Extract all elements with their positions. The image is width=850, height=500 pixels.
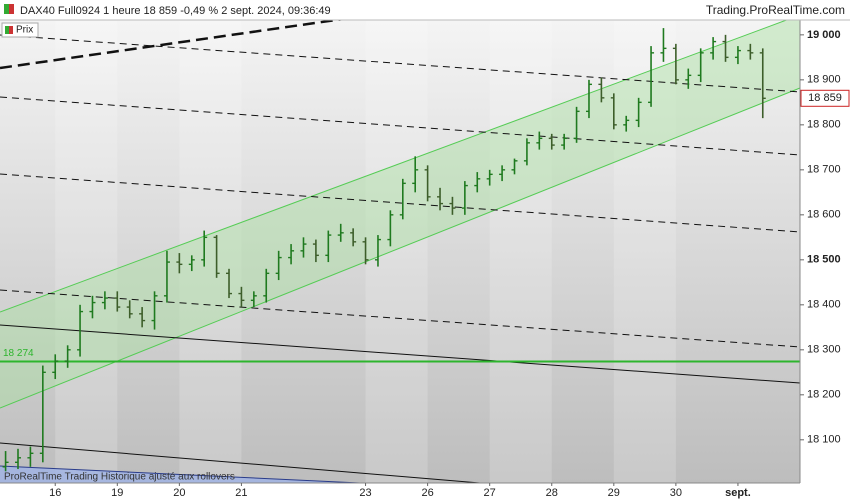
channel-fill <box>0 15 800 408</box>
last-price-box <box>800 89 850 107</box>
dashed-line <box>0 34 801 93</box>
y-tick-label: 18 800 <box>807 119 841 131</box>
x-tick-label: 23 <box>359 487 371 499</box>
x-axis <box>0 483 850 500</box>
dashed-lines <box>0 34 801 348</box>
legend-swatch <box>9 26 13 34</box>
dashed-line <box>0 96 801 156</box>
x-tick-label: 16 <box>49 487 61 499</box>
channel-top <box>0 14 801 313</box>
y-tick-label: 18 100 <box>807 434 841 446</box>
x-tick-label: 29 <box>608 487 620 499</box>
y-tick-label: 18 600 <box>807 209 841 221</box>
y-tick-label: 19 000 <box>807 29 841 41</box>
y-tick-label: 18 200 <box>807 389 841 401</box>
day-bands <box>55 20 676 483</box>
x-tick-label: 30 <box>670 487 682 499</box>
ticker-icon <box>9 4 14 14</box>
y-tick-label: 18 500 <box>807 254 841 266</box>
y-tick-label: 18 300 <box>807 344 841 356</box>
dashed-line <box>0 173 801 233</box>
dashed-line <box>0 289 801 348</box>
y-tick-label: 18 700 <box>807 164 841 176</box>
plot-background <box>0 20 800 483</box>
day-band <box>55 20 118 483</box>
trend-line <box>0 324 801 384</box>
channel-bottom <box>0 87 801 409</box>
header <box>0 0 850 20</box>
thick-dashed-line <box>0 16 351 70</box>
legend-label: Prix <box>16 25 33 36</box>
day-band <box>179 20 242 483</box>
x-tick-label: 27 <box>484 487 496 499</box>
y-axis <box>800 20 850 483</box>
day-band <box>365 20 428 483</box>
plot <box>0 28 800 472</box>
x-tick-label: 26 <box>421 487 433 499</box>
ticker-icon <box>4 4 9 14</box>
y-tick-label: 18 900 <box>807 74 841 86</box>
y-tick-label: 18 400 <box>807 299 841 311</box>
footer: ProRealTime Trading Historique ajusté au… <box>4 472 235 483</box>
day-band <box>489 20 552 483</box>
source: Trading.ProRealTime.com <box>706 3 845 17</box>
chart-title: DAX40 Full0924 1 heure 18 859 -0,49 % 2 … <box>20 5 331 17</box>
trend-line <box>0 442 481 484</box>
x-tick-label: sept. <box>725 487 751 499</box>
x-tick-label: 21 <box>235 487 247 499</box>
blue-line <box>0 465 361 484</box>
level-label: 18 274 <box>3 348 34 359</box>
x-tick-label: 19 <box>111 487 123 499</box>
x-tick-label: 20 <box>173 487 185 499</box>
legend-swatch <box>5 26 9 34</box>
x-tick-label: 28 <box>546 487 558 499</box>
day-band <box>613 20 676 483</box>
last-price-label: 18 859 <box>808 92 842 104</box>
